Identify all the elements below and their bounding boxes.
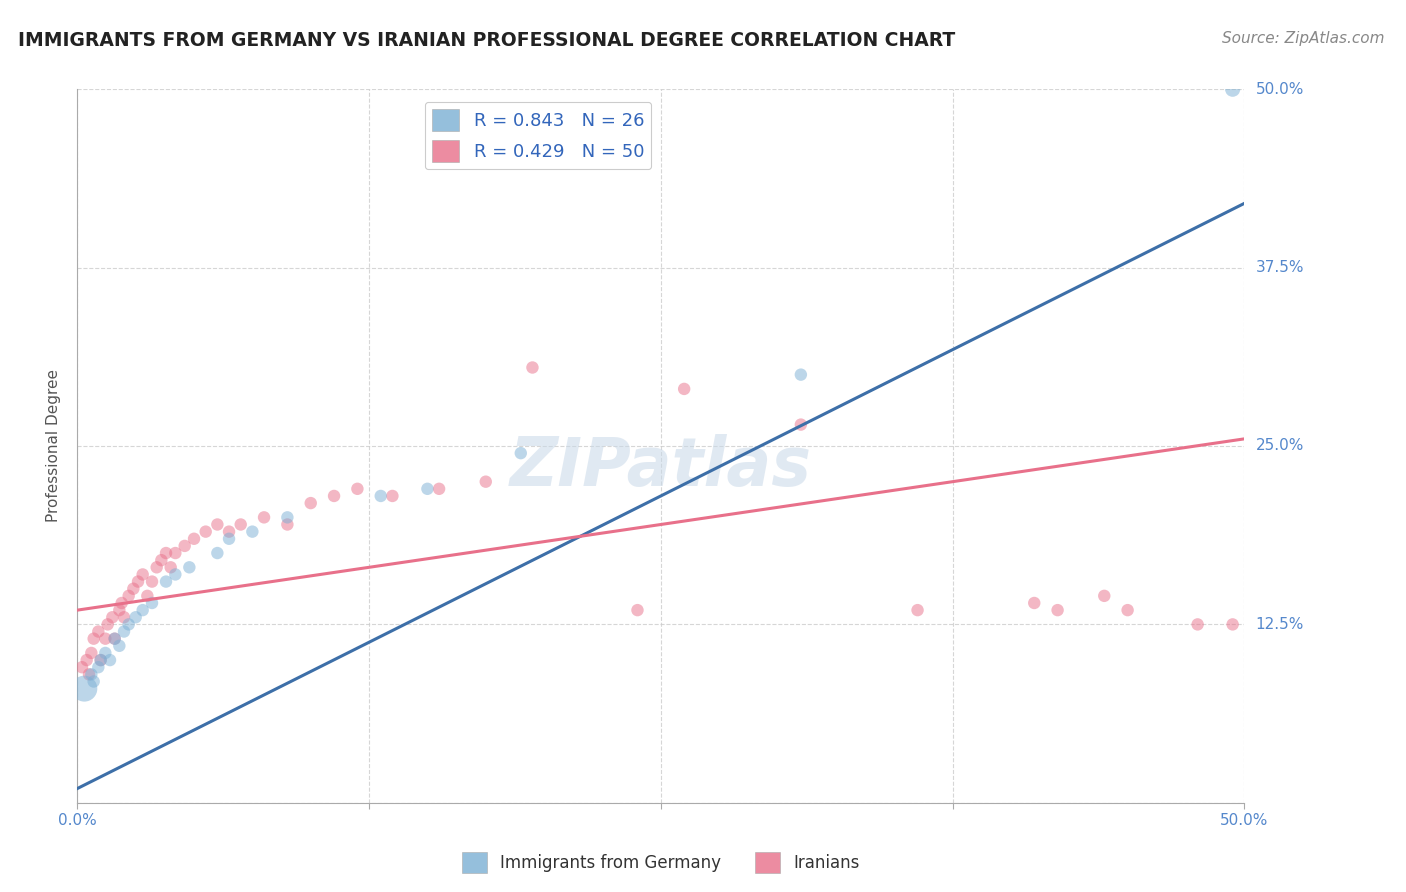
Point — [97, 617, 120, 632]
Point — [94, 646, 117, 660]
Text: 50.0%: 50.0% — [1256, 82, 1303, 96]
Point — [104, 632, 127, 646]
Point — [118, 589, 141, 603]
Point — [165, 546, 187, 560]
Point — [207, 517, 229, 532]
Point — [145, 560, 167, 574]
Point — [207, 546, 229, 560]
Point — [70, 660, 93, 674]
Point — [790, 417, 813, 432]
Point — [242, 524, 264, 539]
Point — [1222, 82, 1244, 96]
Point — [323, 489, 346, 503]
Point — [229, 517, 252, 532]
Point — [90, 653, 112, 667]
Point — [194, 524, 217, 539]
Point — [83, 674, 105, 689]
Point — [673, 382, 696, 396]
Legend: Immigrants from Germany, Iranians: Immigrants from Germany, Iranians — [456, 846, 866, 880]
Point — [155, 574, 177, 589]
Point — [346, 482, 368, 496]
Point — [77, 667, 100, 681]
Point — [253, 510, 276, 524]
Point — [150, 553, 173, 567]
Point — [522, 360, 544, 375]
Point — [87, 660, 110, 674]
Point — [155, 546, 177, 560]
Point — [83, 632, 105, 646]
Point — [73, 681, 96, 696]
Point — [173, 539, 195, 553]
Point — [1222, 617, 1244, 632]
Point — [416, 482, 439, 496]
Point — [159, 560, 181, 574]
Point — [276, 517, 298, 532]
Point — [94, 632, 117, 646]
Point — [218, 532, 240, 546]
Point — [112, 624, 135, 639]
Point — [76, 653, 98, 667]
Point — [427, 482, 450, 496]
Point — [108, 603, 131, 617]
Point — [104, 632, 127, 646]
Point — [218, 524, 240, 539]
Point — [1116, 603, 1139, 617]
Point — [1187, 617, 1209, 632]
Point — [124, 610, 148, 624]
Text: 25.0%: 25.0% — [1256, 439, 1303, 453]
Point — [1092, 589, 1115, 603]
Point — [87, 624, 110, 639]
Point — [80, 667, 103, 681]
Point — [370, 489, 392, 503]
Point — [381, 489, 404, 503]
Point — [122, 582, 145, 596]
Point — [1024, 596, 1046, 610]
Y-axis label: Professional Degree: Professional Degree — [46, 369, 62, 523]
Point — [141, 596, 163, 610]
Text: 37.5%: 37.5% — [1256, 260, 1303, 275]
Point — [1046, 603, 1069, 617]
Text: ZIPatlas: ZIPatlas — [510, 434, 811, 500]
Point — [276, 510, 298, 524]
Point — [509, 446, 531, 460]
Point — [127, 574, 149, 589]
Point — [626, 603, 648, 617]
Point — [98, 653, 121, 667]
Point — [299, 496, 322, 510]
Point — [790, 368, 813, 382]
Point — [90, 653, 112, 667]
Point — [136, 589, 159, 603]
Point — [112, 610, 135, 624]
Point — [131, 603, 153, 617]
Legend: R = 0.843   N = 26, R = 0.429   N = 50: R = 0.843 N = 26, R = 0.429 N = 50 — [425, 102, 651, 169]
Point — [111, 596, 134, 610]
Text: Source: ZipAtlas.com: Source: ZipAtlas.com — [1222, 31, 1385, 46]
Point — [183, 532, 205, 546]
Point — [80, 646, 103, 660]
Point — [131, 567, 153, 582]
Text: IMMIGRANTS FROM GERMANY VS IRANIAN PROFESSIONAL DEGREE CORRELATION CHART: IMMIGRANTS FROM GERMANY VS IRANIAN PROFE… — [18, 31, 956, 50]
Point — [165, 567, 187, 582]
Point — [907, 603, 929, 617]
Point — [141, 574, 163, 589]
Point — [118, 617, 141, 632]
Point — [108, 639, 131, 653]
Point — [474, 475, 498, 489]
Point — [179, 560, 201, 574]
Text: 12.5%: 12.5% — [1256, 617, 1303, 632]
Point — [101, 610, 124, 624]
